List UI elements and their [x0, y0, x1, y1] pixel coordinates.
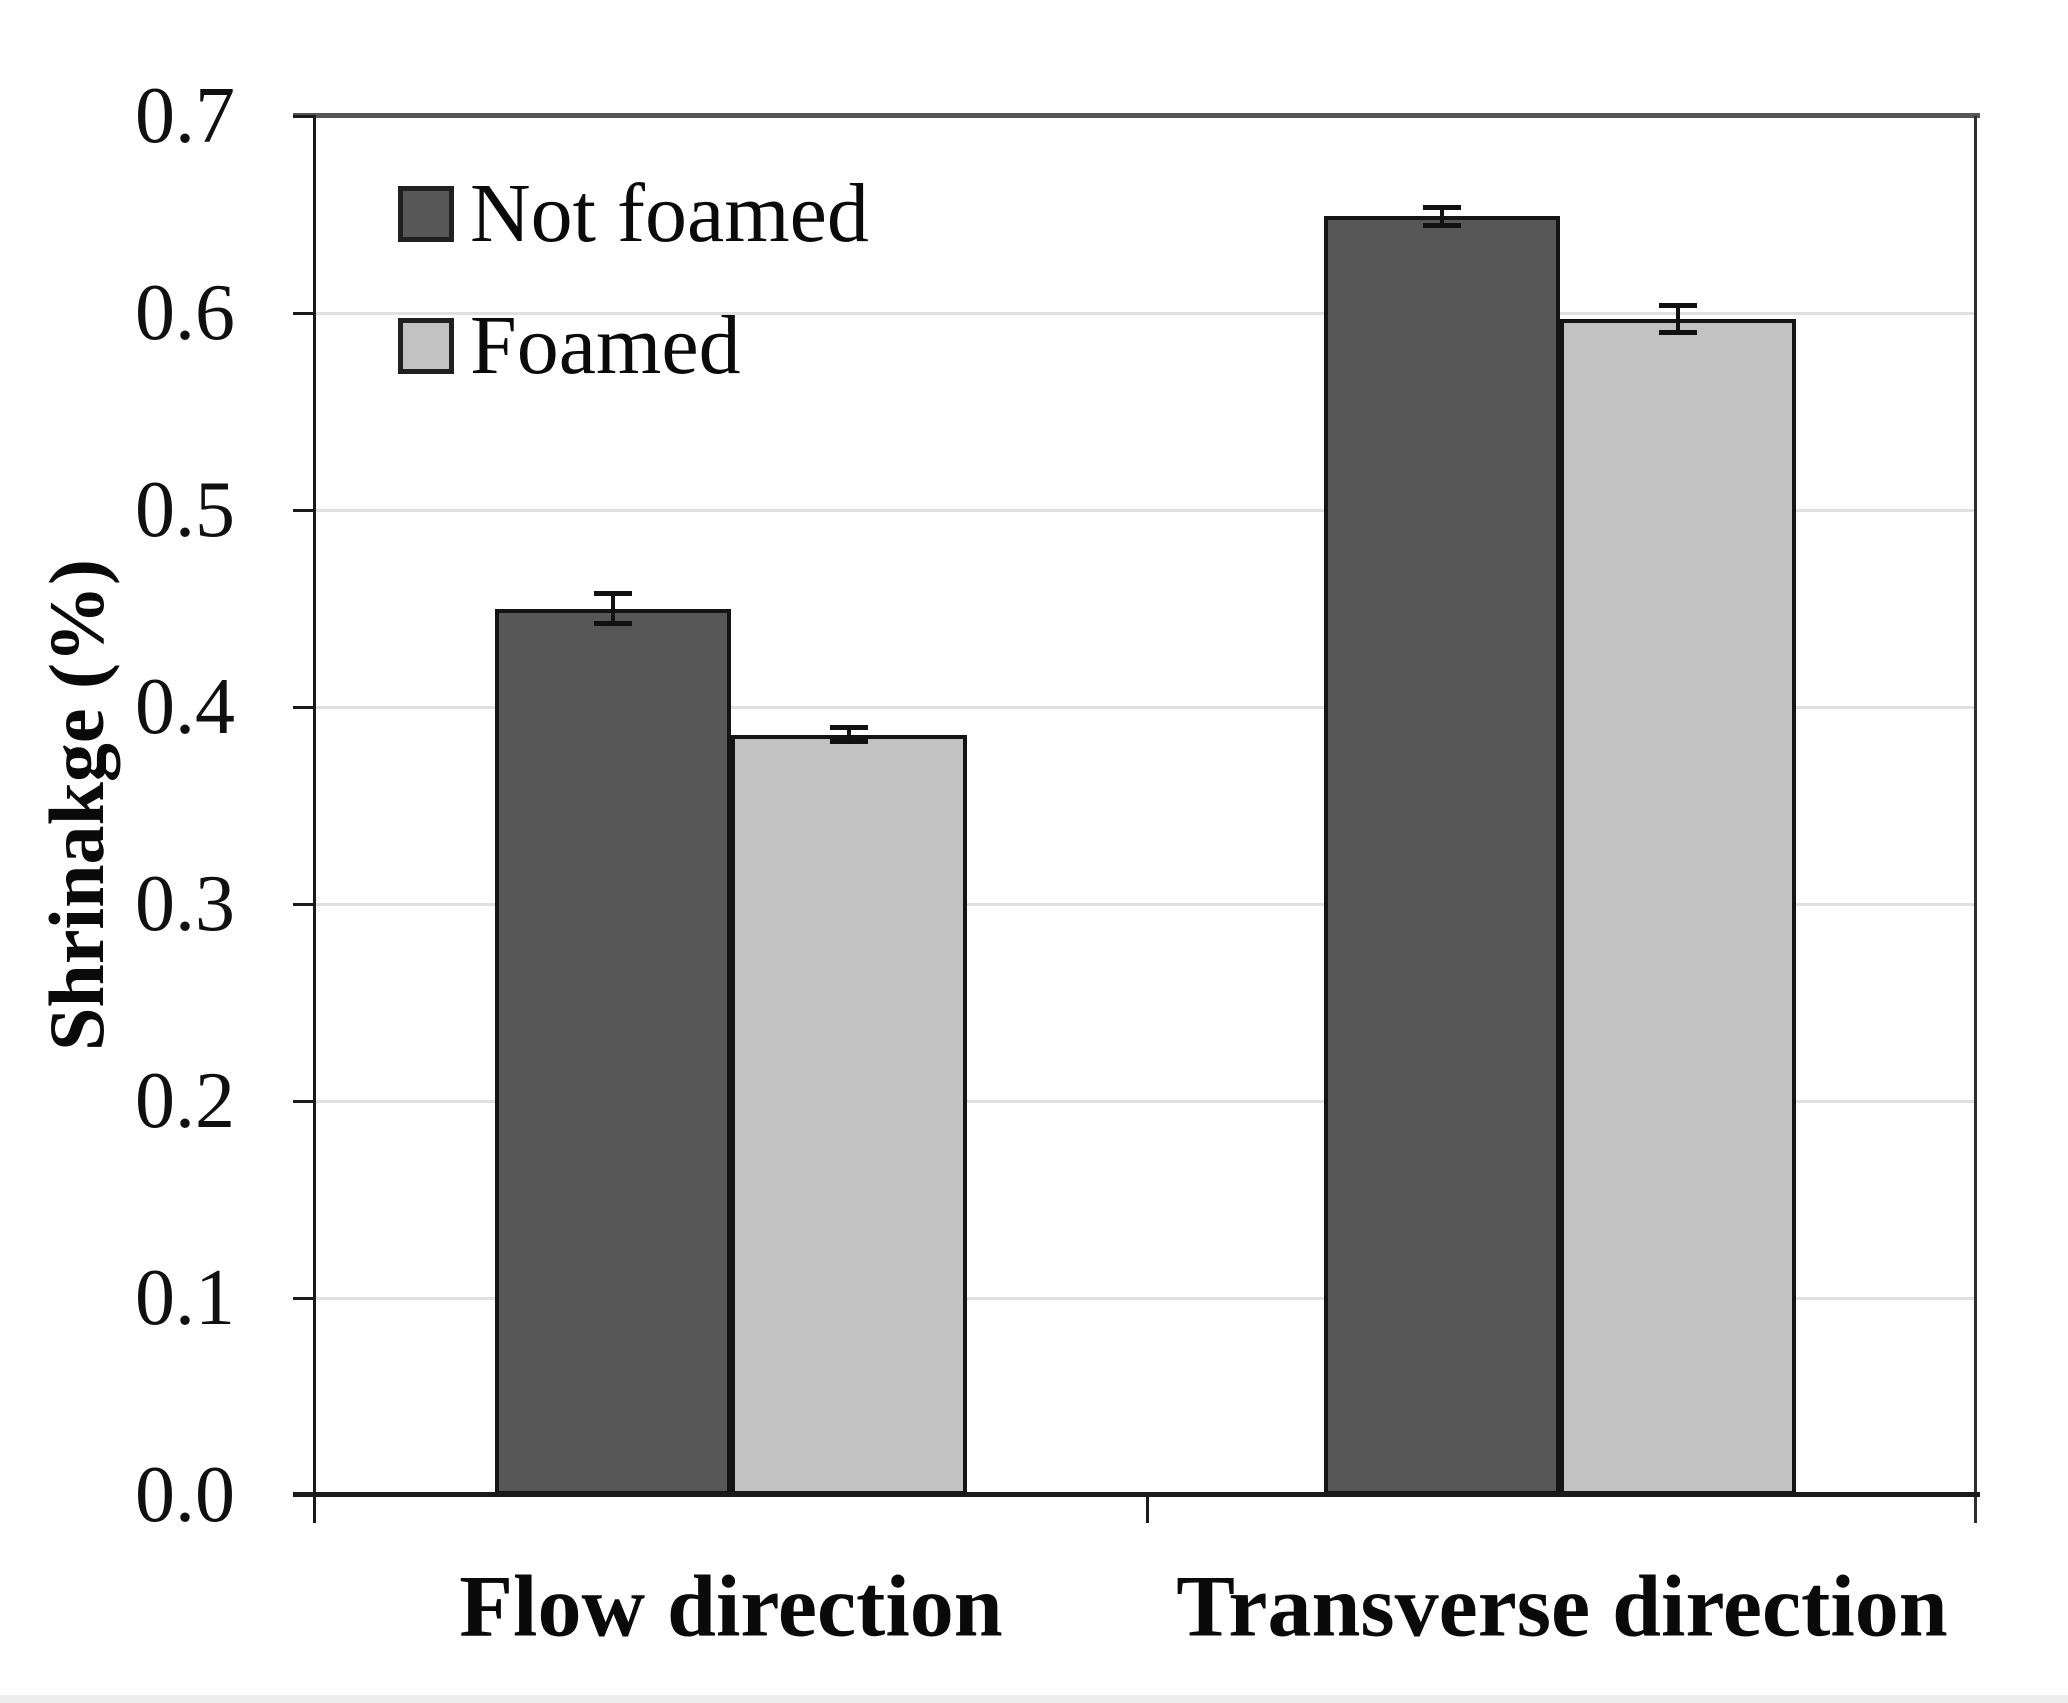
legend-item-not-foamed: Not foamed — [398, 172, 869, 256]
error-bar-cap-bottom — [1423, 223, 1462, 229]
error-bar-cap-top — [593, 590, 632, 596]
error-bar-cap-bottom — [1659, 329, 1698, 335]
bar-not-foamed-flow-direction — [494, 608, 731, 1495]
y-axis-title: Shrinakge (%) — [33, 559, 120, 1051]
y-tick-label: 0.3 — [135, 860, 235, 948]
y-tick-label: 0.4 — [135, 663, 235, 751]
x-category-label-transverse: Transverse direction — [1176, 1558, 1948, 1656]
plot-right-border — [1974, 116, 1977, 1523]
gridline — [316, 1099, 1975, 1103]
error-bar — [1440, 206, 1445, 227]
y-axis-tick — [293, 114, 316, 118]
y-tick-label: 0.0 — [135, 1451, 235, 1539]
error-bar-cap-top — [1423, 204, 1462, 210]
error-bar-cap-bottom — [829, 739, 868, 745]
plot-top-border — [293, 113, 1980, 118]
error-bar-cap-top — [829, 724, 868, 730]
figure-bottom-edge — [0, 1695, 2068, 1703]
gridline — [316, 1296, 1975, 1300]
legend: Not foamed Foamed — [398, 172, 869, 388]
gridline — [316, 311, 1975, 315]
gridline — [316, 508, 1975, 512]
legend-item-foamed: Foamed — [398, 304, 869, 388]
y-axis-tick — [293, 902, 316, 906]
legend-label-foamed: Foamed — [470, 299, 741, 392]
bar-foamed-flow-direction — [730, 734, 967, 1495]
x-axis-line — [293, 1492, 1980, 1497]
error-bar — [846, 726, 851, 743]
plot-area — [316, 116, 1975, 1495]
y-axis-tick — [293, 311, 316, 315]
error-bar-cap-bottom — [593, 621, 632, 627]
legend-label-not-foamed: Not foamed — [470, 167, 869, 260]
gridline — [316, 705, 1975, 709]
foamed-swatch-icon — [398, 318, 454, 374]
y-tick-label: 0.2 — [135, 1057, 235, 1145]
y-axis-tick — [293, 1296, 316, 1300]
y-tick-label: 0.7 — [135, 72, 235, 160]
y-axis-tick — [293, 1493, 316, 1497]
error-bar-cap-top — [1659, 303, 1698, 309]
y-axis-line — [313, 116, 316, 1523]
y-axis-tick — [293, 1099, 316, 1103]
y-axis-tick — [293, 508, 316, 512]
x-category-label-flow: Flow direction — [459, 1558, 1003, 1656]
bar-foamed-transverse-direction — [1560, 318, 1797, 1495]
bar-not-foamed-transverse-direction — [1324, 216, 1561, 1495]
gridline — [316, 902, 1975, 906]
error-bar — [1676, 305, 1681, 333]
y-tick-label: 0.5 — [135, 466, 235, 554]
not-foamed-swatch-icon — [398, 186, 454, 242]
y-axis-tick — [293, 705, 316, 709]
x-axis-category-tick — [1146, 1495, 1149, 1523]
y-tick-label: 0.1 — [135, 1254, 235, 1342]
error-bar — [610, 592, 615, 625]
y-tick-label: 0.6 — [135, 269, 235, 357]
